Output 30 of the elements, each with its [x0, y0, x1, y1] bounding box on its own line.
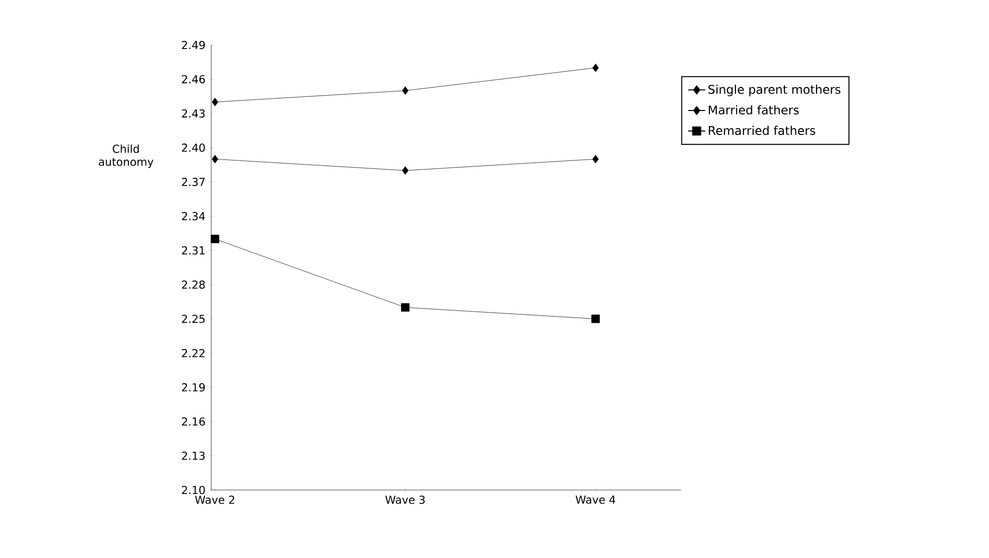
- point: [402, 166, 408, 175]
- y-tick-label: 2.22: [182, 349, 204, 358]
- y-tick-label: 2.43: [182, 109, 205, 118]
- point: [401, 303, 410, 312]
- y-tick-label: 2.28: [182, 280, 205, 289]
- y-tick-label: 2.25: [182, 314, 205, 323]
- legend-label: Remarried fathers: [708, 126, 816, 136]
- y-axis-title: Child autonomy: [98, 144, 154, 168]
- point: [212, 154, 218, 164]
- point: [212, 98, 218, 106]
- y-tick-label: 2.34: [182, 212, 205, 220]
- point: [592, 154, 599, 164]
- y-tick-label: 2.13: [182, 452, 205, 460]
- y-tick-label: 2.40: [182, 144, 205, 152]
- y-tick-label: 2.37: [182, 178, 205, 186]
- point: [591, 314, 600, 324]
- x-tick-label: Wave 3: [385, 496, 425, 504]
- y-tick-label: 2.31: [182, 246, 205, 255]
- y-tick-label: 2.49: [182, 40, 205, 50]
- y-tick-label: 2.46: [182, 75, 205, 84]
- y-tick-label: 2.19: [182, 383, 205, 392]
- y-tick-label: 2.10: [182, 486, 205, 494]
- legend-label: Married fathers: [708, 105, 799, 114]
- point: [402, 86, 408, 95]
- x-tick-label: Wave 2: [195, 496, 234, 504]
- legend-label: Single parent mothers: [708, 84, 840, 96]
- point: [210, 234, 220, 244]
- point: [592, 64, 599, 72]
- x-tick-label: Wave 4: [576, 496, 616, 504]
- y-tick-label: 2.16: [182, 417, 205, 426]
